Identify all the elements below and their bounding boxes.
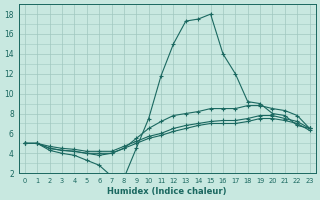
X-axis label: Humidex (Indice chaleur): Humidex (Indice chaleur) [108, 187, 227, 196]
